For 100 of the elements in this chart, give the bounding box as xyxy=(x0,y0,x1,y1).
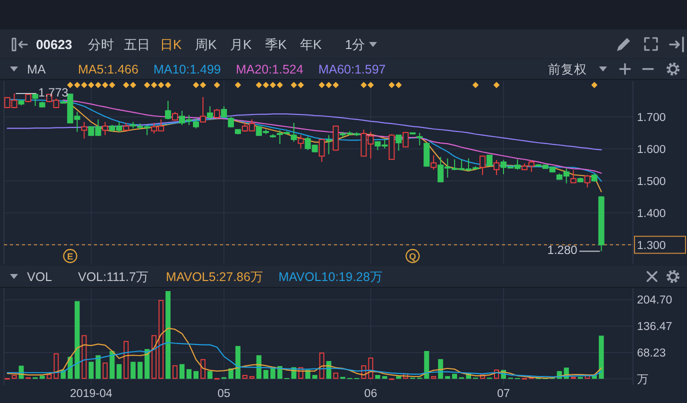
candlestick xyxy=(18,100,24,106)
candlestick xyxy=(192,118,199,129)
annotation: Q xyxy=(409,251,416,262)
bar xyxy=(110,350,115,379)
text: MAVOL5:27.86万 xyxy=(166,270,264,284)
bar xyxy=(333,372,338,379)
candlestick xyxy=(298,134,304,150)
bar xyxy=(193,371,198,379)
bar xyxy=(82,335,87,379)
bar xyxy=(54,353,59,379)
y-tick-label: 万 xyxy=(637,372,649,386)
candlestick xyxy=(570,170,576,184)
bar xyxy=(424,350,430,379)
candlestick xyxy=(39,100,46,108)
legend-title: VOL xyxy=(27,270,52,284)
y-tick-label: 68.23 xyxy=(637,347,666,360)
y-tick-label: 1.300 xyxy=(637,240,666,252)
bar xyxy=(88,362,94,379)
bar xyxy=(375,374,380,379)
y-tick-label: 1.600 xyxy=(637,144,666,156)
text: 季K xyxy=(265,37,287,52)
bar xyxy=(46,374,52,379)
bar xyxy=(235,346,240,379)
text: 五日 xyxy=(124,37,150,52)
bar xyxy=(598,336,604,379)
text: MA10:1.499 xyxy=(153,62,221,76)
bar xyxy=(207,371,212,379)
text: 前复权 xyxy=(548,62,587,76)
candlestick xyxy=(172,112,178,122)
bar xyxy=(152,335,157,379)
bar xyxy=(12,374,17,379)
bar xyxy=(396,376,402,379)
candlestick xyxy=(326,134,332,155)
bar xyxy=(124,340,129,379)
annotation: E xyxy=(67,251,74,262)
y-tick-label: 204.70 xyxy=(637,294,672,307)
text: MAVOL10:19.28万 xyxy=(278,270,383,284)
legend-title: MA xyxy=(27,62,46,76)
candlestick xyxy=(102,121,108,136)
text: 1分 xyxy=(345,37,366,52)
candlestick xyxy=(402,131,409,148)
candlestick xyxy=(486,154,493,167)
bar xyxy=(138,362,143,379)
bar xyxy=(130,362,136,379)
line-series xyxy=(62,100,602,174)
candlestick xyxy=(480,155,486,176)
candlestick xyxy=(424,142,430,168)
candlestick xyxy=(290,122,297,142)
candlestick xyxy=(32,94,38,106)
bar xyxy=(382,376,388,379)
y-tick-label: 136.47 xyxy=(637,321,672,334)
text: 分时 xyxy=(88,37,114,52)
candlestick xyxy=(200,96,206,122)
line-series xyxy=(6,328,602,379)
candlestick xyxy=(220,106,227,118)
x-tick-label: 05 xyxy=(218,388,230,400)
bar xyxy=(242,374,248,379)
candlestick xyxy=(388,134,395,160)
bar xyxy=(200,359,206,379)
candlestick xyxy=(270,134,276,138)
bar xyxy=(256,355,262,379)
bar xyxy=(74,301,80,379)
candlestick xyxy=(493,160,500,176)
text: MA5:1.466 xyxy=(78,62,139,76)
candlestick xyxy=(584,174,590,188)
bar xyxy=(116,364,122,379)
x-tick-label: 06 xyxy=(364,388,378,400)
candlestick xyxy=(577,177,584,183)
text: VOL:111.7万 xyxy=(78,270,149,284)
candlestick xyxy=(591,174,598,182)
candlestick xyxy=(396,134,402,152)
annotation: 1.280 xyxy=(547,243,578,258)
bar xyxy=(312,374,318,379)
bar xyxy=(96,355,101,379)
candlestick xyxy=(318,138,325,162)
y-tick-label: 1.400 xyxy=(637,208,666,220)
bar xyxy=(445,376,450,379)
text: MA60:1.597 xyxy=(318,62,386,76)
line-series xyxy=(6,113,602,150)
candlestick xyxy=(123,122,130,132)
x-tick-label: 07 xyxy=(497,388,510,400)
candlestick xyxy=(598,196,604,252)
bar xyxy=(186,369,192,379)
candlestick xyxy=(332,125,339,152)
candlestick xyxy=(416,132,423,146)
candlestick xyxy=(165,100,172,120)
candlestick xyxy=(206,106,213,119)
y-tick-label: 1.700 xyxy=(637,112,666,124)
line-series xyxy=(6,342,602,378)
bar xyxy=(166,291,171,379)
y-tick-label: 1.500 xyxy=(637,176,666,188)
text: 日K xyxy=(160,37,182,52)
bar xyxy=(102,362,108,379)
candlestick xyxy=(228,116,234,128)
bar xyxy=(263,370,268,379)
bar xyxy=(319,352,324,379)
bar xyxy=(172,365,178,379)
text: 周K xyxy=(195,37,217,52)
bar xyxy=(179,364,185,379)
text: MA20:1.524 xyxy=(236,62,304,76)
